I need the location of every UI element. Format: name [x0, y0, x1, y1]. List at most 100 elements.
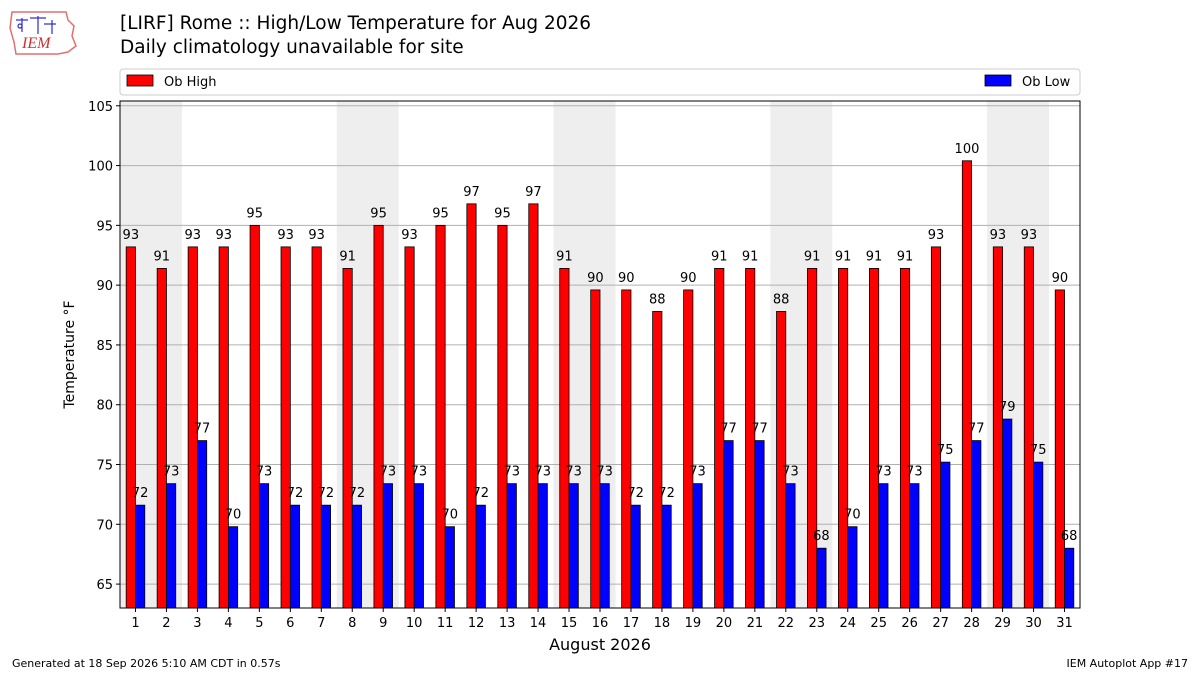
bar-high: [652, 311, 663, 609]
data-label-high: 93: [184, 228, 201, 243]
x-tick-label: 8: [348, 616, 356, 631]
data-label-low: 72: [287, 486, 304, 501]
bar-low: [258, 483, 270, 609]
y-tick-label: 90: [96, 279, 113, 294]
data-label-low: 73: [906, 465, 923, 480]
x-tick-label: 20: [716, 616, 733, 631]
data-label-low: 73: [256, 465, 273, 480]
data-label-low: 73: [503, 465, 520, 480]
data-label-high: 95: [432, 206, 449, 221]
bar-high: [342, 268, 353, 609]
data-label-high: 97: [463, 185, 480, 200]
data-label-high: 91: [711, 249, 728, 264]
data-label-low: 68: [813, 529, 830, 544]
data-label-low: 73: [782, 465, 799, 480]
bar-high: [1054, 289, 1065, 609]
bar-low: [320, 504, 331, 609]
bar-high: [745, 268, 756, 609]
bar-low: [940, 461, 951, 609]
bar-low: [135, 504, 146, 609]
data-label-low: 77: [968, 422, 985, 437]
data-label-high: 91: [556, 249, 573, 264]
data-label-high: 93: [401, 228, 418, 243]
bar-low: [1033, 461, 1044, 609]
data-label-high: 97: [525, 185, 542, 200]
x-tick-label: 15: [561, 616, 578, 631]
legend-label-high: Ob High: [164, 75, 217, 90]
bar-low: [909, 483, 920, 609]
bar-high: [559, 268, 570, 609]
bar-low: [1002, 418, 1013, 609]
x-tick-label: 1: [131, 616, 139, 631]
bar-low: [197, 440, 208, 609]
x-tick-label: 11: [437, 616, 454, 631]
y-tick-label: 75: [96, 459, 113, 474]
bar-low: [785, 483, 796, 609]
data-label-low: 68: [1061, 529, 1078, 544]
data-label-high: 93: [928, 228, 945, 243]
y-axis-label: Temperature °F: [62, 300, 78, 409]
legend: Ob High Ob Low: [119, 68, 1081, 96]
bar-high: [466, 203, 477, 609]
x-tick-label: 3: [193, 616, 201, 631]
data-label-high: 93: [990, 228, 1007, 243]
y-tick-label: 100: [88, 160, 113, 175]
data-label-high: 95: [370, 206, 387, 221]
bar-high: [125, 246, 136, 609]
chart-title: [LIRF] Rome :: High/Low Temperature for …: [120, 13, 592, 34]
data-label-high: 93: [215, 228, 232, 243]
x-axis-label: August 2026: [549, 635, 651, 654]
chart-subtitle: Daily climatology unavailable for site: [120, 37, 464, 58]
bar-low: [506, 483, 517, 609]
data-label-high: 91: [742, 249, 759, 264]
y-tick-label: 85: [96, 339, 113, 354]
data-label-low: 72: [132, 486, 149, 501]
legend-label-low: Ob Low: [1022, 75, 1071, 90]
x-tick-label: 31: [1056, 616, 1073, 631]
data-label-low: 70: [225, 508, 242, 523]
bar-low: [816, 547, 827, 609]
bar-high: [218, 246, 229, 609]
data-label-high: 93: [1021, 228, 1038, 243]
data-label-high: 90: [680, 271, 697, 286]
bar-high: [776, 311, 787, 609]
data-label-low: 73: [875, 465, 892, 480]
data-label-high: 91: [866, 249, 883, 264]
bar-low: [568, 483, 579, 609]
x-tick-label: 10: [406, 616, 423, 631]
data-label-low: 72: [318, 486, 335, 501]
data-label-high: 90: [618, 271, 635, 286]
bar-low: [971, 440, 982, 609]
iem-logo: IEM: [9, 11, 77, 55]
x-tick-label: 29: [994, 616, 1011, 631]
data-label-low: 73: [163, 465, 180, 480]
x-tick-label: 17: [623, 616, 640, 631]
bar-low: [413, 483, 424, 609]
bar-low: [444, 526, 455, 609]
bar-low: [599, 483, 610, 609]
data-label-high: 88: [649, 292, 666, 307]
data-label-low: 70: [442, 508, 459, 523]
data-label-low: 72: [627, 486, 644, 501]
generated-note: Generated at 18 Sep 2026 5:10 AM CDT in …: [12, 657, 281, 670]
x-tick-label: 6: [286, 616, 294, 631]
x-tick-label: 30: [1025, 616, 1042, 631]
data-label-low: 75: [937, 443, 954, 458]
data-label-low: 73: [380, 465, 397, 480]
data-label-high: 88: [773, 292, 790, 307]
bar-low: [475, 504, 486, 609]
data-label-high: 91: [804, 249, 821, 264]
x-tick-label: 18: [654, 616, 671, 631]
x-tick-label: 7: [317, 616, 325, 631]
data-label-high: 100: [955, 142, 980, 157]
bar-high: [404, 246, 415, 609]
bar-high: [435, 224, 446, 609]
data-label-low: 70: [844, 508, 861, 523]
x-tick-label: 27: [932, 616, 949, 631]
data-label-high: 93: [308, 228, 325, 243]
data-label-low: 73: [565, 465, 582, 480]
x-tick-label: 26: [901, 616, 918, 631]
x-tick-label: 13: [499, 616, 516, 631]
y-tick-label: 105: [88, 100, 113, 115]
